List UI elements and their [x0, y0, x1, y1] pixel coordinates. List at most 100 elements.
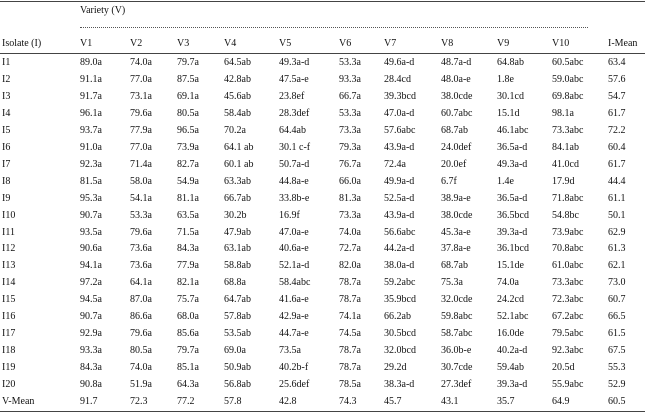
cell-value: 38.0a-d [384, 260, 415, 272]
cell-value: 90.6a [80, 243, 102, 255]
cell-value: 60.4 [608, 141, 626, 153]
cell-value: 16.0de [497, 328, 524, 340]
cell-value: 64.8ab [497, 57, 524, 68]
cell-value: 68.7ab [441, 260, 468, 272]
cell-value: 24.2cd [497, 294, 524, 306]
cell-value: 79.6a [130, 226, 152, 238]
cell-value: 41.0cd [552, 158, 579, 170]
row-label: I20 [2, 379, 16, 391]
cell-value: 49.3a-d [497, 158, 528, 170]
cell-value: 79.3a [339, 141, 361, 153]
cell-value: 94.5a [80, 294, 102, 306]
cell-value: 81.1a [177, 192, 199, 204]
cell-value: 78.7a [339, 345, 361, 357]
cell-value: 90.8a [80, 379, 102, 391]
cell-value: 35.9bcd [384, 294, 416, 306]
cell-value: 74.0a [130, 57, 152, 68]
cell-value: 38.3a-d [384, 379, 415, 391]
cell-value: 56.6abc [384, 226, 416, 238]
cell-value: 60.5 [608, 396, 626, 407]
cell-value: 44.2a-d [384, 243, 415, 255]
cell-value: 79.6a [130, 328, 152, 340]
column-header: V4 [224, 38, 237, 49]
cell-value: 51.9a [130, 379, 152, 391]
group-header: Variety (V) [80, 5, 126, 16]
cell-value: 96.1a [80, 107, 102, 119]
cell-value: 1.4e [497, 175, 514, 187]
cell-value: 53.3a [339, 57, 361, 68]
cell-value: 55.3 [608, 362, 626, 374]
cell-value: 54.1a [130, 192, 152, 204]
cell-value: 73.9a [177, 141, 199, 153]
cell-value: 64.9 [552, 396, 570, 407]
cell-value: 74.0a [130, 362, 152, 374]
cell-value: 67.2abc [552, 311, 584, 323]
cell-value: 93.5a [80, 226, 102, 238]
cell-value: 78.7a [339, 277, 361, 289]
cell-value: 56.8ab [224, 379, 251, 391]
cell-value: 32.0cde [441, 294, 473, 306]
cell-value: 68.7ab [441, 124, 468, 136]
cell-value: 93.7a [80, 124, 102, 136]
cell-value: 73.3a [339, 209, 361, 221]
cell-value: 85.1a [177, 362, 199, 374]
cell-value: 17.9d [552, 175, 575, 187]
cell-value: 33.8b-e [279, 192, 310, 204]
cell-value: 69.8abc [552, 90, 584, 102]
cell-value: 61.0abc [552, 260, 584, 272]
cell-value: 74.0a [497, 277, 519, 289]
cell-value: 30.1cd [497, 90, 524, 102]
row-label: I10 [2, 209, 16, 221]
column-header: V8 [441, 38, 454, 49]
cell-value: 43.1 [441, 396, 459, 407]
cell-value: 39.3bcd [384, 90, 416, 102]
cell-value: 53.5ab [224, 328, 251, 340]
cell-value: 79.6a [130, 107, 152, 119]
cell-value: 75.3a [441, 277, 463, 289]
cell-value: 97.2a [80, 277, 102, 289]
cell-value: 40.2a-d [497, 345, 528, 357]
cell-value: 30.1 c-f [279, 141, 311, 153]
row-label: I4 [2, 107, 11, 119]
cell-value: 28.3def [279, 107, 310, 119]
cell-value: 46.1abc [497, 124, 529, 136]
cell-value: 67.5 [608, 345, 626, 357]
cell-value: 30.7cde [441, 362, 473, 374]
cell-value: 77.0a [130, 141, 152, 153]
row-label: I6 [2, 141, 11, 153]
cell-value: 62.9 [608, 226, 626, 238]
cell-value: 60.7abc [441, 107, 473, 119]
cell-value: 38.0cde [441, 90, 473, 102]
cell-value: 69.1a [177, 90, 199, 102]
row-label: I1 [2, 57, 11, 68]
row-label: I7 [2, 158, 11, 170]
cell-value: 54.9a [177, 175, 199, 187]
cell-value: 44.4 [608, 175, 626, 187]
cell-value: 24.0def [441, 141, 472, 153]
cell-value: 61.5 [608, 328, 626, 340]
cell-value: 82.0a [339, 260, 361, 272]
cell-value: 71.4a [130, 158, 152, 170]
cell-value: 38.9a-e [441, 192, 471, 204]
cell-value: 73.5a [279, 345, 301, 357]
cell-value: 68.0a [177, 311, 199, 323]
cell-value: 52.5a-d [384, 192, 415, 204]
column-header: V9 [497, 38, 510, 49]
cell-value: 44.8a-e [279, 175, 309, 187]
cell-value: 68.8a [224, 277, 246, 289]
cell-value: 66.0a [339, 175, 361, 187]
cell-value: 72.3abc [552, 294, 584, 306]
bottom-rule [0, 411, 645, 412]
cell-value: 30.2b [224, 209, 247, 221]
row-label: I5 [2, 124, 11, 136]
cell-value: 36.5a-d [497, 192, 528, 204]
cell-value: 58.0a [130, 175, 152, 187]
cell-value: 87.5a [177, 73, 199, 85]
cell-value: 45.7 [384, 396, 402, 407]
cell-value: 60.7 [608, 294, 626, 306]
cell-value: 61.3 [608, 243, 626, 255]
cell-value: 74.1a [339, 311, 361, 323]
cell-value: 59.2abc [384, 277, 416, 289]
cell-value: 63.1ab [224, 243, 251, 255]
cell-value: 77.9a [130, 124, 152, 136]
